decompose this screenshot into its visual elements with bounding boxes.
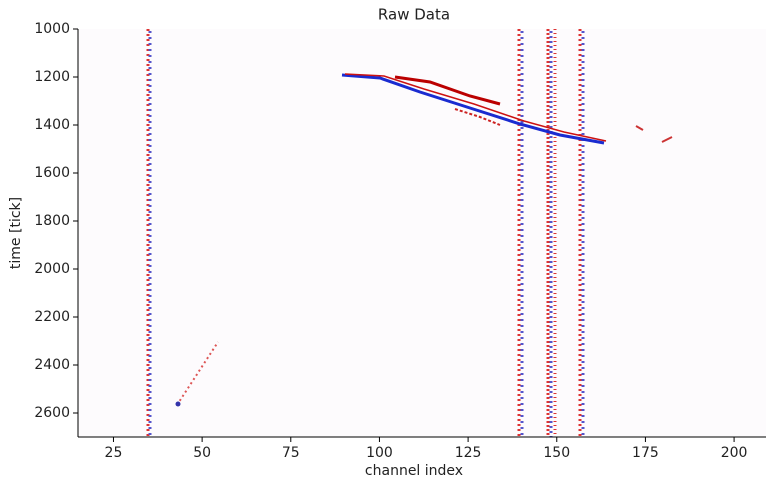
y-tick-label: 1000	[34, 21, 70, 37]
y-tick-label: 2400	[34, 357, 70, 373]
track	[341, 73, 605, 145]
y-tick-label: 1600	[34, 165, 70, 181]
x-tick-label: 100	[366, 445, 393, 461]
hit	[175, 401, 181, 407]
y-tick-label: 2200	[34, 309, 70, 325]
y-tick-label: 1200	[34, 69, 70, 85]
y-tick-label: 2000	[34, 261, 70, 277]
track	[344, 73, 607, 142]
x-tick-label: 175	[632, 445, 659, 461]
x-tick-label: 150	[543, 445, 570, 461]
track	[635, 125, 644, 131]
x-tick-label: 25	[105, 445, 123, 461]
x-tick-label: 75	[282, 445, 300, 461]
x-axis-label: channel index	[365, 463, 463, 479]
track	[454, 108, 501, 126]
x-tick-label: 50	[193, 445, 211, 461]
y-axis-label: time [tick]	[8, 197, 24, 269]
x-tick-label: 125	[455, 445, 482, 461]
y-tick-label: 1400	[34, 117, 70, 133]
y-tick-label: 1800	[34, 213, 70, 229]
chart-title: Raw Data	[378, 6, 450, 24]
track	[394, 75, 501, 106]
x-tick-label: 200	[721, 445, 748, 461]
plot-area	[78, 29, 766, 437]
y-tick-label: 2600	[34, 405, 70, 421]
track	[661, 136, 673, 143]
raw-image	[146, 29, 673, 437]
